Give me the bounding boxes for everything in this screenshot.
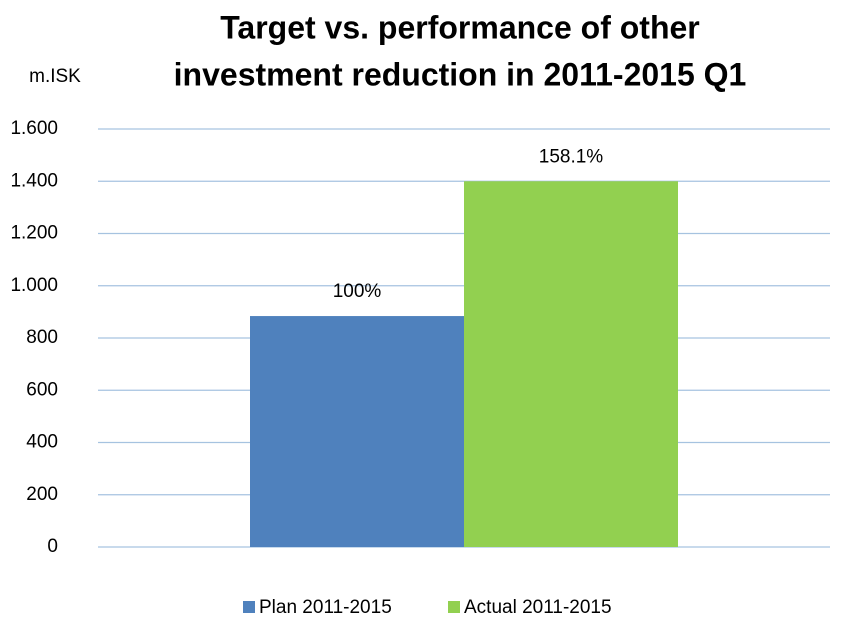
y-tick-label: 400 (26, 432, 58, 453)
y-tick-label: 600 (26, 379, 58, 400)
bar (250, 316, 464, 547)
y-tick-label: 1.200 (10, 223, 58, 244)
y-tick-label: 800 (26, 327, 58, 348)
y-tick-label: 200 (26, 484, 58, 505)
y-tick-label: 1.400 (10, 170, 58, 191)
chart-title: investment reduction in 2011-2015 Q1 (174, 56, 747, 92)
legend-label: Plan 2011-2015 (259, 597, 392, 617)
bar-annotation: 158.1% (539, 146, 604, 167)
y-axis-label: m.ISK (29, 66, 81, 87)
y-tick-label: 1.600 (10, 118, 58, 139)
legend-swatch (243, 601, 255, 613)
bar (464, 181, 678, 547)
chart-title: Target vs. performance of other (220, 9, 700, 45)
y-tick-label: 1.000 (10, 275, 58, 296)
bar-annotation: 100% (333, 281, 382, 302)
legend-swatch (448, 601, 460, 613)
legend-label: Actual 2011-2015 (464, 597, 612, 617)
y-tick-label: 0 (47, 536, 58, 557)
